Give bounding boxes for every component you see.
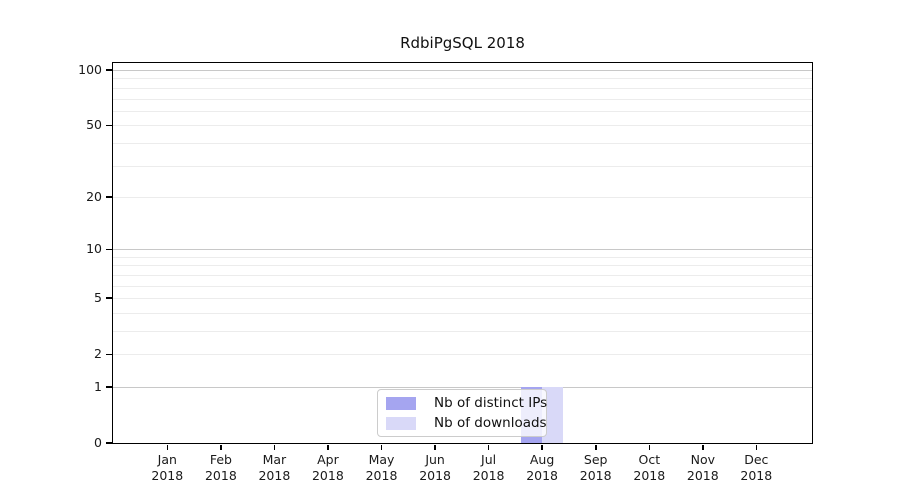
minor-gridline-8 <box>113 265 812 267</box>
x-tick-label-month: May <box>368 452 395 467</box>
x-tick-label-year: 2018 <box>686 467 719 483</box>
x-tick-label-year: 2018 <box>258 467 291 483</box>
y-tick-20 <box>106 196 112 198</box>
x-tick-label-month: Sep <box>583 452 608 467</box>
x-tick-label-5: Jun 2018 <box>405 452 465 483</box>
minor-gridline-4 <box>113 312 812 314</box>
minor-gridline-90 <box>113 78 812 80</box>
y-tick-label-0: 0 <box>94 435 102 450</box>
minor-gridline-2 <box>113 354 812 356</box>
x-tick-label-month: Nov <box>690 452 715 467</box>
y-tick-1 <box>106 386 112 388</box>
major-gridline-10 <box>113 249 812 251</box>
x-tick-label-0: Jan 2018 <box>137 452 197 483</box>
x-tick-label-9: Oct 2018 <box>619 452 679 483</box>
x-tick-8 <box>595 444 597 450</box>
minor-gridline-7 <box>113 274 812 276</box>
y-tick-0 <box>106 442 112 444</box>
x-tick-label-year: 2018 <box>579 467 612 483</box>
x-tick-label-year: 2018 <box>633 467 666 483</box>
y-tick-10 <box>106 248 112 250</box>
x-tick-label-2: Mar 2018 <box>244 452 304 483</box>
minor-gridline-3 <box>113 331 812 332</box>
legend: Nb of distinct IPs Nb of downloads <box>377 389 547 437</box>
y-tick-2 <box>106 353 112 355</box>
y-tick-label-50: 50 <box>86 117 102 133</box>
y-tick-100 <box>106 69 112 71</box>
minor-gridline-40 <box>113 142 812 144</box>
x-tick-label-3: Apr 2018 <box>298 452 358 483</box>
x-tick-label-4: May 2018 <box>352 452 412 483</box>
x-tick-label-11: Dec 2018 <box>726 452 786 483</box>
x-tick-10 <box>702 444 704 450</box>
legend-item-downloads: Nb of downloads <box>386 415 547 431</box>
minor-gridline-60 <box>113 110 812 112</box>
x-tick-9 <box>648 444 650 450</box>
x-tick-label-month: Dec <box>744 452 769 467</box>
x-tick-label-year: 2018 <box>151 467 184 483</box>
y-tick-label-100: 100 <box>78 62 102 77</box>
y-tick-label-5: 5 <box>94 290 102 306</box>
legend-label-downloads: Nb of downloads <box>434 415 547 431</box>
x-tick-0 <box>166 444 169 450</box>
x-tick-label-month: Jul <box>481 452 497 467</box>
x-tick-6 <box>487 444 490 450</box>
x-tick-label-month: Jan <box>157 452 177 467</box>
minor-gridline-6 <box>113 285 812 287</box>
x-tick-label-year: 2018 <box>365 467 398 483</box>
y-tick-label-1: 1 <box>94 379 102 394</box>
x-tick-label-year: 2018 <box>472 467 505 483</box>
minor-gridline-30 <box>113 165 812 167</box>
x-tick-3 <box>327 444 329 450</box>
y-tick-label-20: 20 <box>86 188 102 204</box>
x-tick-label-month: Jun <box>425 452 445 467</box>
x-tick-label-year: 2018 <box>204 467 237 483</box>
x-tick-label-10: Nov 2018 <box>673 452 733 483</box>
x-tick-1 <box>220 444 222 450</box>
minor-gridline-80 <box>113 87 812 89</box>
x-tick-label-year: 2018 <box>740 467 773 483</box>
y-tick-5 <box>106 297 112 299</box>
bar-nb-of-downloads-aug-2018 <box>542 387 564 443</box>
x-tick-label-month: Mar <box>262 452 287 467</box>
minor-gridline-50 <box>113 125 812 127</box>
x-tick-label-year: 2018 <box>526 467 558 483</box>
chart-title: RdbiPgSQL 2018 <box>400 34 525 52</box>
x-tick-label-7: Aug 2018 <box>512 452 572 483</box>
x-tick-label-8: Sep 2018 <box>566 452 626 483</box>
x-tick-4 <box>380 444 383 450</box>
y-tick-label-10: 10 <box>86 241 102 257</box>
x-tick-5 <box>434 444 436 450</box>
x-tick-label-month: Feb <box>209 452 232 467</box>
x-tick-label-1: Feb 2018 <box>191 452 251 483</box>
x-tick-label-6: Jul 2018 <box>459 452 519 483</box>
y-tick-label-2: 2 <box>94 346 102 362</box>
legend-swatch-downloads <box>386 416 416 430</box>
major-gridline-1 <box>113 387 812 388</box>
x-tick-11 <box>755 444 758 450</box>
legend-swatch-distinct-ips <box>386 396 416 410</box>
minor-gridline-70 <box>113 98 812 100</box>
minor-gridline-20 <box>113 196 812 198</box>
legend-item-distinct-ips: Nb of distinct IPs <box>386 395 547 411</box>
x-tick-2 <box>273 444 276 450</box>
x-tick-label-year: 2018 <box>419 467 451 483</box>
x-tick-label-year: 2018 <box>311 467 344 483</box>
x-tick-label-month: Aug <box>529 452 555 467</box>
y-tick-50 <box>106 124 112 126</box>
minor-gridline-5 <box>113 298 812 300</box>
x-tick-label-month: Oct <box>638 452 661 467</box>
x-tick-7 <box>541 444 543 450</box>
x-tick-label-month: Apr <box>317 452 339 467</box>
legend-label-distinct-ips: Nb of distinct IPs <box>434 395 548 411</box>
major-gridline-100 <box>113 70 812 71</box>
minor-gridline-9 <box>113 256 812 258</box>
